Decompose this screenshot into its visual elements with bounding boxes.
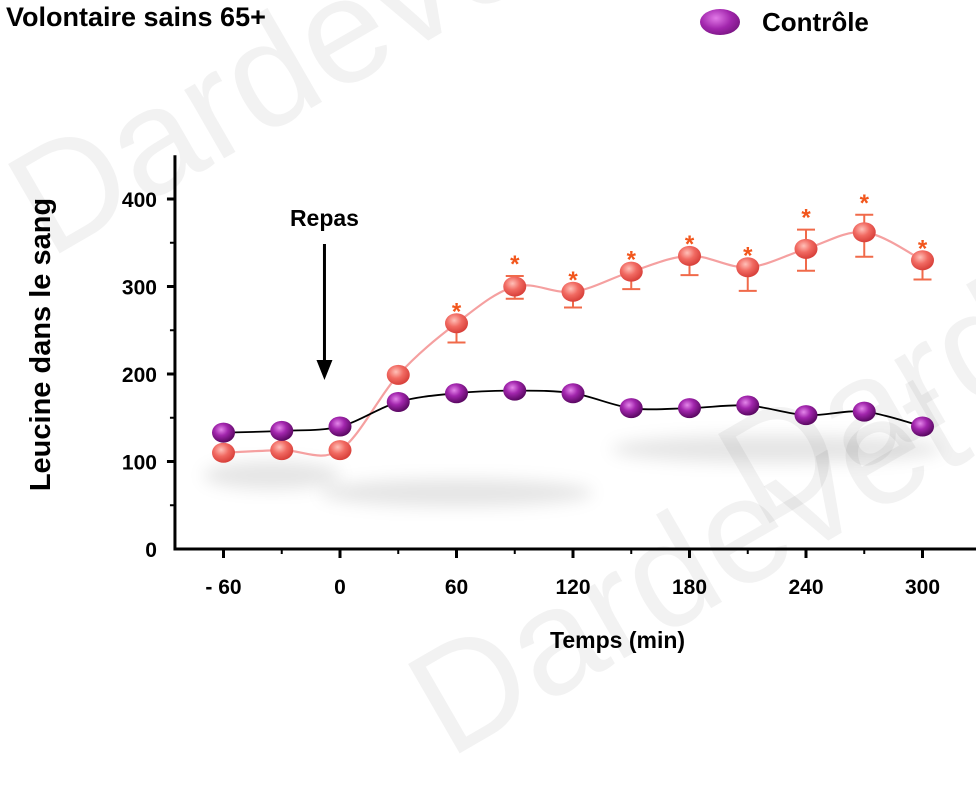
x-tick-label: 60	[445, 576, 468, 599]
y-tick-label: 100	[122, 452, 157, 475]
legend-marker-controle	[700, 9, 740, 35]
x-tick-label: 240	[788, 576, 823, 599]
significance-marker: *	[743, 242, 753, 269]
significance-marker: *	[627, 247, 637, 274]
significance-marker: *	[860, 190, 870, 217]
x-tick-label: 300	[905, 576, 940, 599]
series-0-point	[445, 383, 468, 404]
series-line-1	[223, 231, 923, 457]
series-1-point	[619, 261, 643, 282]
series-1-point	[386, 364, 410, 385]
significance-marker: *	[452, 298, 462, 325]
series-0-point	[794, 405, 818, 426]
x-tick-label: 180	[672, 576, 707, 599]
x-axis-label: Temps (min)	[550, 627, 685, 653]
series-0-point	[619, 398, 643, 419]
series-1-point	[270, 440, 294, 461]
x-tick-label: 120	[555, 576, 590, 599]
series-0-point	[678, 398, 701, 419]
series-1-point	[445, 313, 468, 334]
series-1-point	[503, 276, 527, 297]
significance-marker: *	[510, 251, 520, 278]
series-0-point	[212, 422, 235, 443]
annotation-arrowhead	[316, 360, 333, 380]
series-1-point	[794, 238, 818, 259]
series-1-point	[852, 222, 876, 243]
series-1-point	[212, 442, 235, 463]
series-0-point	[270, 420, 294, 441]
x-tick-label: 0	[334, 576, 346, 599]
legend-label-controle: Contrôle	[762, 6, 869, 37]
series-0-point	[852, 401, 876, 422]
annotation-label: Repas	[290, 205, 359, 231]
series-0-point	[328, 416, 352, 437]
y-tick-label: 0	[145, 539, 157, 562]
y-axis-label: Leucine dans le sang	[25, 198, 57, 491]
y-tick-label: 400	[122, 189, 157, 212]
significance-marker: *	[801, 205, 811, 232]
series-0-point	[561, 383, 585, 404]
series-1-point	[328, 440, 352, 461]
series-1-point	[561, 281, 585, 302]
series-0-point	[503, 380, 527, 401]
series-0-point	[911, 416, 934, 437]
x-tick-label: - 60	[205, 576, 241, 599]
series-1-point	[678, 245, 701, 266]
series-1-point	[736, 257, 760, 278]
significance-marker: *	[918, 235, 928, 262]
chart: * * * * * * * * * 0 100 200 300 400 - 60 0 60 120 180 240 3…	[25, 155, 976, 653]
significance-marker: *	[568, 267, 578, 294]
legend: Contrôle	[700, 4, 869, 40]
series-0-point	[736, 395, 760, 416]
y-tick-label: 300	[122, 277, 157, 300]
series-1-point	[911, 250, 934, 271]
significance-marker: *	[685, 231, 695, 258]
y-tick-label: 200	[122, 364, 157, 387]
series-0-point	[386, 392, 410, 412]
chart-title: Volontaire sains 65+	[6, 2, 266, 32]
